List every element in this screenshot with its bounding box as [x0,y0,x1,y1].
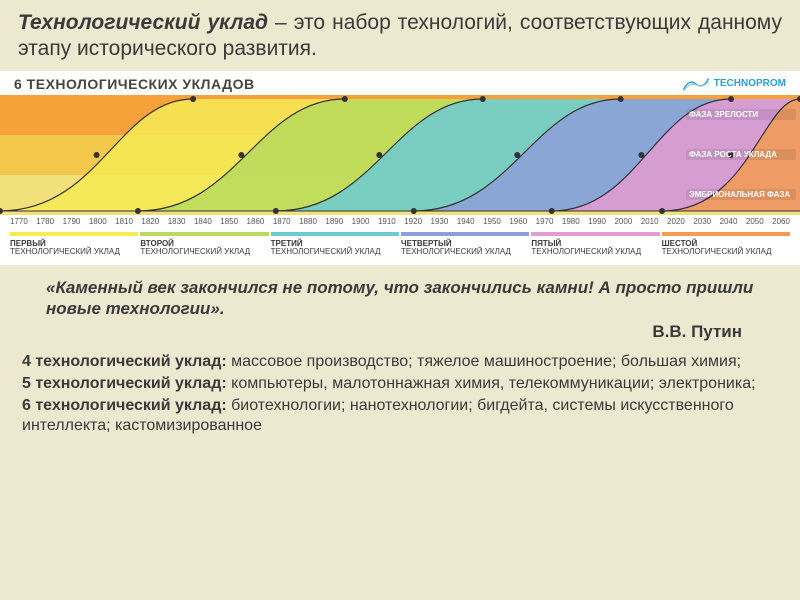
title-term: Технологический уклад [18,11,268,34]
wave-label: ПЕРВЫЙТЕХНОЛОГИЧЕСКИЙ УКЛАД [10,232,138,258]
timeline-tick: 1890 [325,217,343,226]
chart-body: ФАЗА ЗРЕЛОСТИ ФАЗА РОСТА УКЛАДА ЭМБРИОНА… [0,95,800,215]
timeline-tick: 1940 [457,217,475,226]
logo-text: TECHNOPROM [714,78,786,89]
timeline-tick: 1870 [273,217,291,226]
wave-label: ЧЕТВЕРТЫЙТЕХНОЛОГИЧЕСКИЙ УКЛАД [401,232,529,258]
timeline-tick: 2050 [746,217,764,226]
description-line: 4 технологический уклад: массовое произв… [22,352,778,372]
wave-dot [480,96,486,102]
waves-svg [0,95,800,215]
wave-dot [376,152,382,158]
wave-dot [618,96,624,102]
timeline-tick: 2030 [693,217,711,226]
timeline-tick: 2010 [641,217,659,226]
wave-dot [728,152,734,158]
quote-text: «Каменный век закончился не потому, что … [18,265,782,322]
timeline-tick: 1970 [536,217,554,226]
descriptions: 4 технологический уклад: массовое произв… [18,352,782,436]
wave-label: ПЯТЫЙТЕХНОЛОГИЧЕСКИЙ УКЛАД [531,232,659,258]
wave-dot [638,152,644,158]
timeline-tick: 1990 [588,217,606,226]
timeline-tick: 1930 [431,217,449,226]
timeline-tick: 1900 [352,217,370,226]
wave-label: ВТОРОЙТЕХНОЛОГИЧЕСКИЙ УКЛАД [140,232,268,258]
wave-labels-row: ПЕРВЫЙТЕХНОЛОГИЧЕСКИЙ УКЛАДВТОРОЙТЕХНОЛО… [0,228,800,266]
timeline-tick: 1910 [378,217,396,226]
wave-label: ТРЕТИЙТЕХНОЛОГИЧЕСКИЙ УКЛАД [271,232,399,258]
timeline-tick: 1920 [404,217,422,226]
wave-label: ШЕСТОЙТЕХНОЛОГИЧЕСКИЙ УКЛАД [662,232,790,258]
timeline-axis: 1770 1780 1790 1800 1810 1820 1830 1840 1850 1860… [0,215,800,228]
technoprom-logo: TECHNOPROM [682,75,786,93]
timeline-tick: 1810 [115,217,133,226]
wave-dot [190,96,196,102]
timeline-tick: 1830 [168,217,186,226]
chart-title: 6 ТЕХНОЛОГИЧЕСКИХ УКЛАДОВ [14,76,255,92]
timeline-tick: 1960 [509,217,527,226]
timeline-tick: 1770 [10,217,28,226]
timeline-tick: 1840 [194,217,212,226]
timeline-tick: 1850 [220,217,238,226]
timeline-tick: 1860 [247,217,265,226]
timeline-tick: 1820 [141,217,159,226]
timeline-tick: 2020 [667,217,685,226]
chart-container: 6 ТЕХНОЛОГИЧЕСКИХ УКЛАДОВ TECHNOPROM ФАЗ… [0,71,800,266]
logo-icon [682,75,710,93]
description-line: 6 технологический уклад: биотехнологии; … [22,396,778,436]
wave-dot [514,152,520,158]
wave-dot [728,96,734,102]
timeline-tick: 1980 [562,217,580,226]
wave-dot [94,152,100,158]
quote-author: В.В. Путин [18,322,782,352]
timeline-tick: 2040 [720,217,738,226]
wave-dot [342,96,348,102]
timeline-tick: 1780 [36,217,54,226]
timeline-tick: 2000 [614,217,632,226]
timeline-tick: 2060 [772,217,790,226]
title-paragraph: Технологический уклад – это набор технол… [18,10,782,63]
description-line: 5 технологический уклад: компьютеры, мал… [22,374,778,394]
timeline-tick: 1950 [483,217,501,226]
timeline-tick: 1790 [63,217,81,226]
timeline-tick: 1880 [299,217,317,226]
wave-dot [238,152,244,158]
timeline-tick: 1800 [89,217,107,226]
